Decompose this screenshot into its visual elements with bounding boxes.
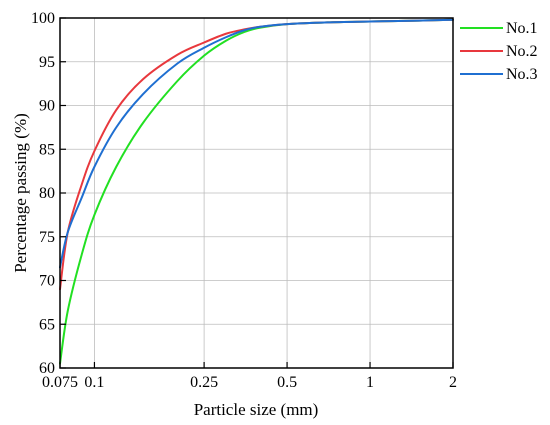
series-line-no-3 (59, 18, 454, 269)
legend-label: No.2 (506, 43, 538, 60)
series-line-no-2 (59, 18, 454, 291)
series-layer (59, 18, 454, 365)
x-axis-title: Particle size (mm) (194, 400, 319, 419)
x-tick-label: 0.1 (84, 374, 104, 391)
y-tick-label: 90 (39, 98, 55, 115)
x-tick-label: 0.5 (277, 374, 297, 391)
y-tick-label: 85 (39, 141, 55, 158)
y-tick-labels: 60 65 70 75 80 85 90 95 100 (31, 10, 55, 377)
y-tick-label: 100 (31, 10, 55, 27)
legend-label: No.3 (506, 66, 538, 83)
y-tick-label: 65 (39, 316, 55, 333)
y-tick-label: 95 (39, 54, 55, 71)
series-line-no-1 (59, 18, 454, 365)
y-tick-label: 75 (39, 229, 55, 246)
x-tick-labels: 0.075 0.1 0.25 0.5 1 2 (42, 374, 457, 391)
legend: No.1 No.2 No.3 (460, 20, 538, 83)
y-tick-label: 60 (39, 360, 55, 377)
tick-layer (59, 17, 454, 369)
x-tick-label: 1 (366, 374, 374, 391)
y-tick-label: 70 (39, 273, 55, 290)
grid-layer (60, 18, 453, 368)
x-tick-label: 0.075 (42, 374, 78, 391)
x-tick-label: 0.25 (190, 374, 218, 391)
x-tick-label: 2 (449, 374, 457, 391)
y-axis-title: Percentage passing (%) (11, 113, 30, 273)
y-tick-label: 80 (39, 185, 55, 202)
legend-label: No.1 (506, 20, 538, 37)
